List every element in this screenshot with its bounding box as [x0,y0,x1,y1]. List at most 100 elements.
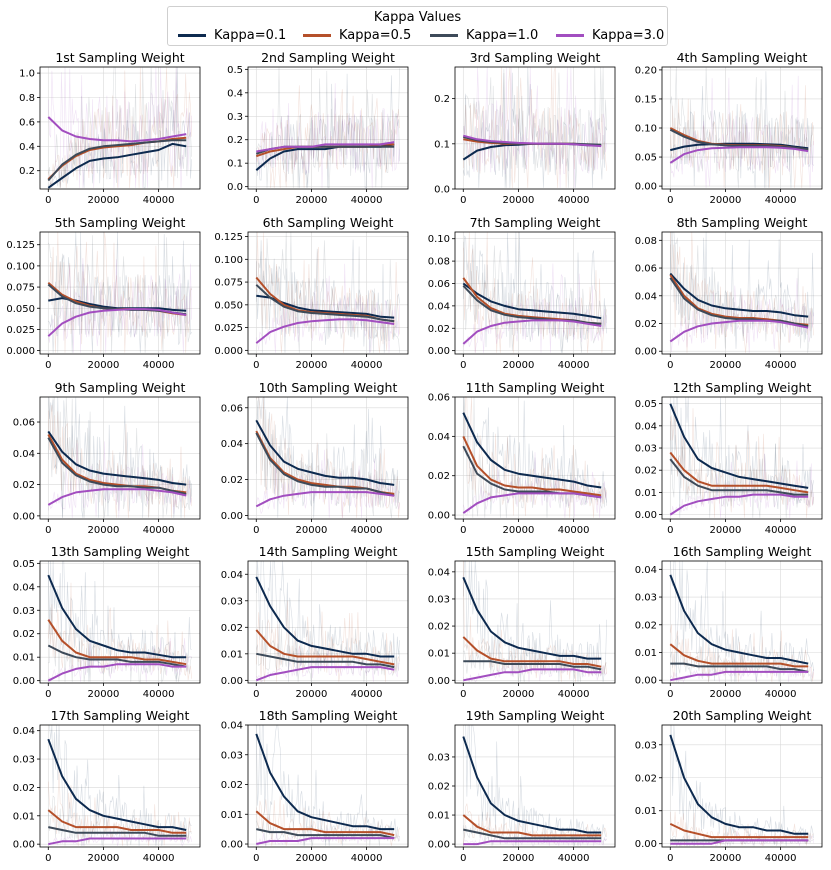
y-tick-label: 0.03 [428,594,450,605]
x-tick-label: 0 [460,360,466,371]
axes-frame [661,396,823,520]
y-tick-label: 0.02 [13,783,35,794]
series-line-kappa-0-5 [669,822,809,839]
series-line-kappa-0-1 [47,574,187,659]
raw-trace [48,404,192,518]
x-tick-label: 0 [253,853,259,864]
y-tick-label: 0.100 [214,255,243,266]
y-tick-label: 1.0 [19,69,35,80]
y-tick-label: 0.04 [13,726,35,737]
series-line-kappa-3-0 [255,491,395,508]
x-tick-label: 40000 [765,853,797,864]
raw-trace [48,231,192,353]
raw-trace [670,231,814,353]
legend-label-kappa-0-5: Kappa=0.5 [339,27,412,43]
y-tick-label: 0.125 [214,232,243,243]
x-tick-label: 20000 [296,195,328,206]
axes-frame [454,231,616,355]
x-tick-label: 20000 [710,525,742,536]
series-line-kappa-3-0 [47,663,187,682]
raw-trace [463,396,607,518]
y-tick-label: 0.06 [428,393,450,404]
raw-trace [48,258,192,353]
raw-trace [256,263,400,353]
panel-15: 0.00 0.01 0.02 0.03 0.04 0 20000 40000 15th Samp… [428,544,616,700]
x-tick-label: 0 [253,525,259,536]
axes-frame [454,66,616,190]
series-line-kappa-1-0 [47,644,187,668]
x-tick-label: 0 [45,195,51,206]
series-line-kappa-1-0 [256,652,395,669]
raw-trace [463,831,607,847]
series-line-kappa-1-0 [256,828,395,840]
series-line-kappa-3-0 [47,488,187,506]
y-tick-label: 0.100 [6,261,35,272]
x-tick-label: 20000 [88,853,120,864]
y-tick-label: 0.03 [635,444,657,455]
series-line-kappa-0-1 [669,272,809,318]
legend-label-kappa-0-1: Kappa=0.1 [214,27,287,43]
panel-10: 0.00 0.02 0.04 0.06 0 20000 40000 10th Sampling… [221,380,409,536]
axes-frame [454,396,616,520]
series-line-kappa-0-1 [255,419,395,486]
panel-title: 2nd Sampling Weight [261,50,395,65]
series-line-kappa-1-0 [670,662,809,673]
y-tick-label: 0.1 [434,139,450,150]
y-tick-label: 0.6 [19,117,35,128]
panel-18: 0.00 0.01 0.02 0.03 0.04 0 20000 40000 18th Samp… [221,708,409,864]
y-tick-label: 0.02 [635,620,657,631]
x-tick-label: 40000 [351,360,383,371]
x-tick-label: 40000 [143,689,175,700]
y-tick-label: 0.2 [434,94,450,105]
raw-trace [670,624,814,682]
series-line-kappa-1-0 [47,437,187,495]
axes-frame [454,560,616,684]
x-tick-label: 20000 [710,689,742,700]
y-tick-label: 0.01 [428,649,450,660]
raw-trace [463,66,607,188]
y-tick-label: 0.01 [221,810,243,821]
raw-trace [670,75,814,188]
series-line-kappa-3-0 [462,319,602,345]
raw-trace [463,231,607,353]
series-line-kappa-0-1 [47,430,187,486]
y-tick-label: 0.00 [428,346,450,357]
y-tick-label: 0.03 [13,755,35,766]
series-line-kappa-0-5 [255,629,395,666]
y-tick-label: 0.025 [6,325,35,336]
panel-4: 0.00 0.05 0.10 0.15 0.20 0 20000 40000 4th Sampl… [635,50,823,206]
series-line-kappa-3-0 [47,116,187,143]
x-tick-label: 0 [253,360,259,371]
y-tick-label: 0.06 [635,264,657,275]
axes-frame [247,66,409,190]
series-line-kappa-3-0 [462,492,602,514]
panel-title: 15th Sampling Weight [466,544,605,559]
y-tick-label: 0.00 [635,182,657,193]
y-tick-label: 0.0 [227,182,243,193]
x-tick-label: 0 [460,689,466,700]
panel-title: 6th Sampling Weight [263,215,394,230]
raw-trace [670,231,814,353]
series-line-kappa-1-0 [463,660,602,671]
series-line-kappa-3-0 [48,837,187,846]
y-tick-label: 0.08 [428,257,450,268]
x-tick-label: 20000 [296,853,328,864]
series-line-kappa-1-0 [255,284,395,323]
raw-trace [256,231,400,353]
y-tick-label: 0.02 [428,782,450,793]
y-tick-label: 0.04 [428,567,450,578]
y-tick-label: 0.4 [227,88,243,99]
y-tick-label: 0.5 [227,65,243,76]
x-tick-label: 20000 [296,689,328,700]
panel-title: 20th Sampling Weight [673,708,812,723]
legend-item-kappa-1-0: Kappa=1.0 [430,27,538,43]
raw-trace [670,278,814,353]
series-line-kappa-0-5 [255,810,395,837]
raw-trace [256,67,400,189]
y-tick-label: 0.10 [428,234,450,245]
x-tick-label: 0 [667,689,673,700]
raw-trace [256,449,400,518]
y-tick-label: 0.02 [635,319,657,330]
series-line-kappa-1-0 [669,458,809,496]
series-line-kappa-1-0 [669,277,809,328]
